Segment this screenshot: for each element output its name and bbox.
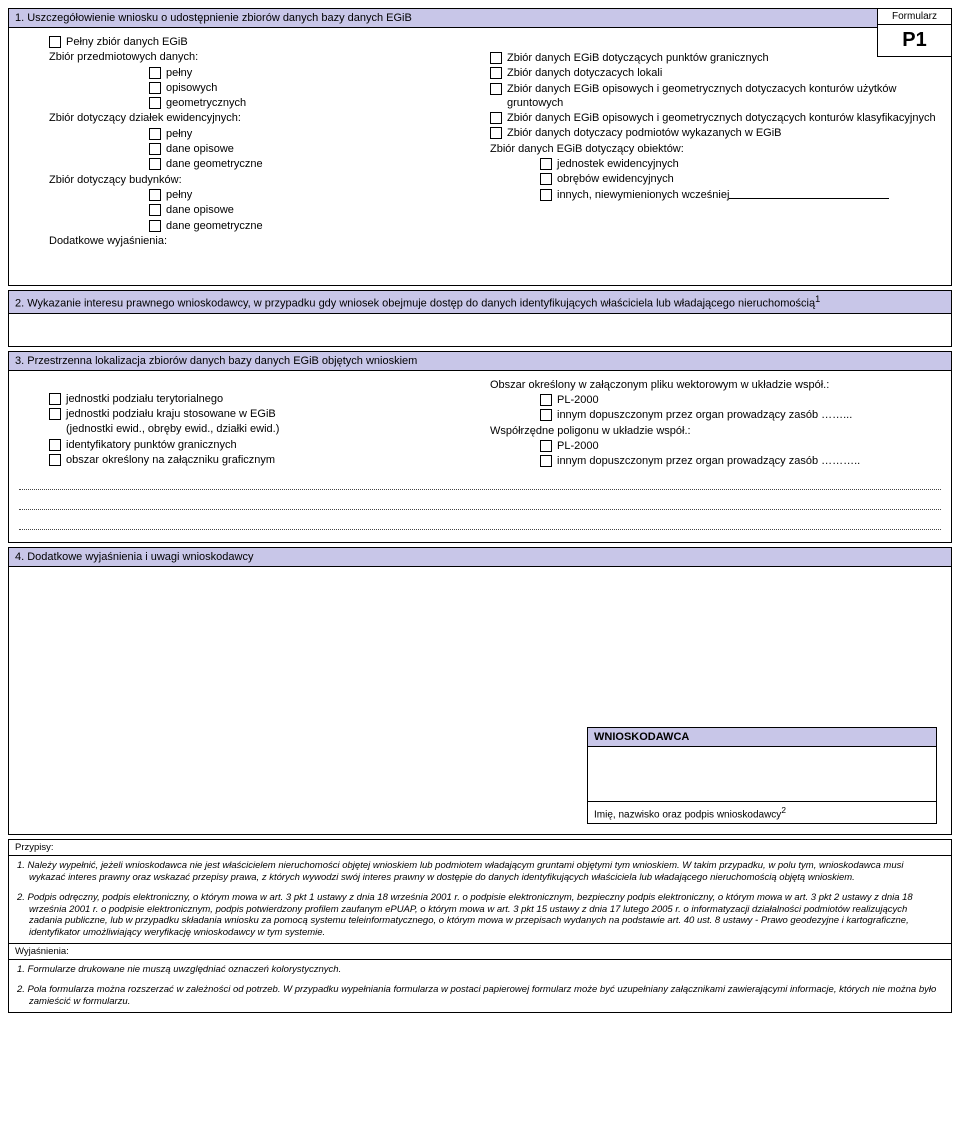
footnotes-wyjasnienia-head: Wyjaśnienia:	[9, 943, 951, 960]
checkbox[interactable]	[149, 189, 161, 201]
cb-label: opisowych	[166, 81, 217, 95]
checkbox[interactable]	[149, 67, 161, 79]
subhead: Zbiór danych EGiB dotyczący obiektów:	[490, 142, 941, 156]
footnote-item: 1. Formularze drukowane nie muszą uwzglę…	[9, 960, 951, 980]
checkbox[interactable]	[49, 408, 61, 420]
section-4: 4. Dodatkowe wyjaśnienia i uwagi wniosko…	[8, 547, 952, 835]
signature-caption: Imię, nazwisko oraz podpis wnioskodawcy2	[588, 802, 936, 823]
form-badge-label: Formularz	[878, 9, 951, 25]
checkbox[interactable]	[540, 440, 552, 452]
checkbox[interactable]	[149, 204, 161, 216]
section-2-title: 2. Wykazanie interesu prawnego wnioskoda…	[15, 298, 815, 310]
subhead: Dodatkowe wyjaśnienia:	[19, 234, 470, 248]
cb-label: innym dopuszczonym przez organ prowadząc…	[557, 454, 860, 468]
checkbox[interactable]	[149, 143, 161, 155]
checkbox[interactable]	[49, 454, 61, 466]
checkbox[interactable]	[490, 52, 502, 64]
footnote-ref: 1	[815, 294, 820, 304]
checkbox[interactable]	[149, 220, 161, 232]
cb-label: Pełny zbiór danych EGiB	[66, 35, 188, 49]
section-4-header: 4. Dodatkowe wyjaśnienia i uwagi wniosko…	[9, 548, 951, 567]
cb-label: dane opisowe	[166, 203, 234, 217]
footnote-item: 2. Pola formularza można rozszerzać w za…	[9, 980, 951, 1012]
checkbox[interactable]	[149, 158, 161, 170]
cb-label: innym dopuszczonym przez organ prowadząc…	[557, 408, 852, 422]
write-line[interactable]	[19, 516, 941, 530]
cb-label: pełny	[166, 66, 192, 80]
section-1-body: Pełny zbiór danych EGiB Zbiór przedmioto…	[9, 28, 951, 285]
subhead: Zbiór przedmiotowych danych:	[19, 50, 470, 64]
cb-label: obrębów ewidencyjnych	[557, 172, 674, 186]
form-badge-code: P1	[878, 25, 951, 56]
checkbox[interactable]	[540, 455, 552, 467]
checkbox[interactable]	[149, 82, 161, 94]
cb-label: jednostek ewidencyjnych	[557, 157, 679, 171]
cb-label: Zbiór danych EGiB opisowych i geometrycz…	[507, 111, 936, 125]
cb-label: Zbiór danych dotyczacych lokali	[507, 66, 662, 80]
cb-label: dane geometryczne	[166, 157, 263, 171]
section-3: 3. Przestrzenna lokalizacja zbiorów dany…	[8, 351, 952, 543]
cb-label: Zbiór danych dotyczacy podmiotów wykazan…	[507, 126, 782, 140]
write-line[interactable]	[19, 496, 941, 510]
footnotes: Przypisy: 1. Należy wypełnić, jeżeli wni…	[8, 839, 952, 1013]
cb-label: PL-2000	[557, 439, 599, 453]
checkbox[interactable]	[490, 127, 502, 139]
cb-label: jednostki podziału terytorialnego	[66, 392, 223, 406]
footnote-ref: 2	[781, 805, 786, 815]
cb-label: jednostki podziału kraju stosowane w EGi…	[66, 407, 276, 421]
cb-label: Zbiór danych EGiB dotyczących punktów gr…	[507, 51, 769, 65]
checkbox[interactable]	[49, 393, 61, 405]
checkbox[interactable]	[490, 67, 502, 79]
cb-label: geometrycznych	[166, 96, 246, 110]
sub-label: (jednostki ewid., obręby ewid., działki …	[19, 422, 470, 436]
form-badge: Formularz P1	[877, 8, 952, 57]
fill-line[interactable]	[729, 188, 889, 199]
checkbox[interactable]	[490, 112, 502, 124]
cb-label: dane opisowe	[166, 142, 234, 156]
cb-label: obszar określony na załączniku graficzny…	[66, 453, 275, 467]
write-line[interactable]	[19, 476, 941, 490]
cb-label: Zbiór danych EGiB opisowych i geometrycz…	[507, 82, 941, 111]
section-1: Formularz P1 1. Uszczegółowienie wniosku…	[8, 8, 952, 286]
cb-label: dane geometryczne	[166, 219, 263, 233]
checkbox[interactable]	[540, 173, 552, 185]
cb-label: PL-2000	[557, 393, 599, 407]
checkbox[interactable]	[540, 394, 552, 406]
checkbox[interactable]	[149, 97, 161, 109]
footnotes-przypisy-head: Przypisy:	[9, 840, 951, 856]
checkbox[interactable]	[490, 83, 502, 95]
signature-area[interactable]	[588, 747, 936, 802]
subhead: Obszar określony w załączonym pliku wekt…	[490, 378, 941, 392]
section-2-body[interactable]	[9, 314, 951, 346]
section-4-body[interactable]: WNIOSKODAWCA Imię, nazwisko oraz podpis …	[9, 567, 951, 834]
signature-box: WNIOSKODAWCA Imię, nazwisko oraz podpis …	[587, 727, 937, 824]
subhead: Zbiór dotyczący budynków:	[19, 173, 470, 187]
checkbox[interactable]	[49, 36, 61, 48]
checkbox[interactable]	[540, 409, 552, 421]
footnote-item: 1. Należy wypełnić, jeżeli wnioskodawca …	[9, 856, 951, 888]
section-1-header: 1. Uszczegółowienie wniosku o udostępnie…	[9, 9, 951, 28]
subhead: Zbiór dotyczący działek ewidencyjnych:	[19, 111, 470, 125]
section-3-header: 3. Przestrzenna lokalizacja zbiorów dany…	[9, 352, 951, 371]
cb-label: pełny	[166, 188, 192, 202]
section-3-body: jednostki podziału terytorialnego jednos…	[9, 371, 951, 542]
subhead: Współrzędne poligonu w układzie współ.:	[490, 424, 941, 438]
checkbox[interactable]	[149, 128, 161, 140]
footnote-item: 2. Podpis odręczny, podpis elektroniczny…	[9, 888, 951, 944]
checkbox[interactable]	[540, 189, 552, 201]
section-2: 2. Wykazanie interesu prawnego wnioskoda…	[8, 290, 952, 347]
checkbox[interactable]	[540, 158, 552, 170]
cb-label: identyfikatory punktów granicznych	[66, 438, 237, 452]
section-2-header: 2. Wykazanie interesu prawnego wnioskoda…	[9, 291, 951, 314]
cb-label: innych, niewymienionych wcześniej	[557, 188, 729, 202]
checkbox[interactable]	[49, 439, 61, 451]
cb-label: pełny	[166, 127, 192, 141]
signature-head: WNIOSKODAWCA	[588, 728, 936, 747]
